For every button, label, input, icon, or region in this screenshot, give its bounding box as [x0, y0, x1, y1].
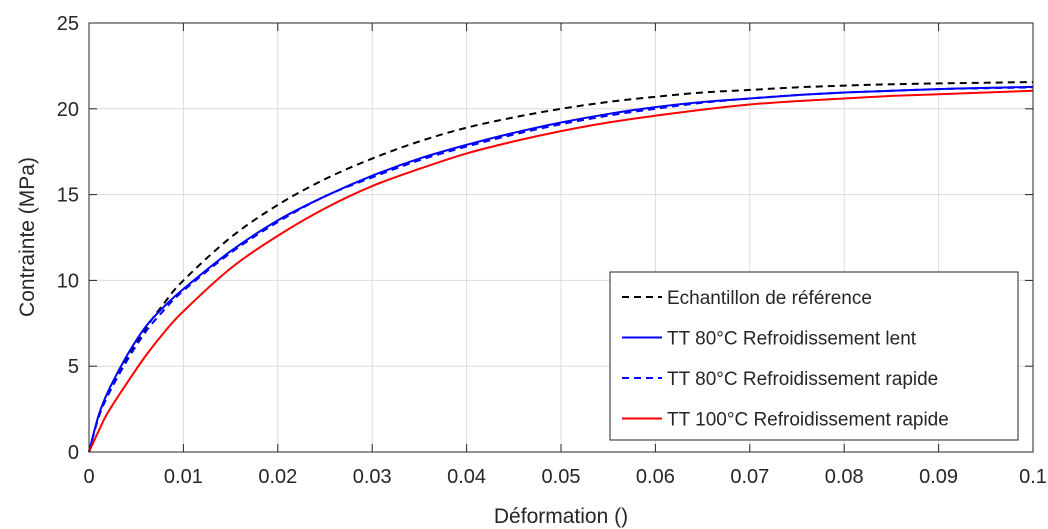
x-axis-label: Déformation () [494, 505, 628, 528]
x-tick-label: 0.06 [636, 466, 675, 488]
y-tick-label: 25 [57, 13, 79, 35]
y-axis-label: Contrainte (MPa) [16, 157, 39, 317]
x-tick-label: 0.04 [447, 466, 486, 488]
x-tick-label: 0.05 [542, 466, 581, 488]
x-tick-label: 0 [83, 466, 94, 488]
series-line-1 [88, 81, 1034, 453]
series-line-3 [88, 86, 1034, 453]
x-tick-label: 0.08 [825, 466, 864, 488]
x-tick-label: 0.07 [730, 466, 769, 488]
x-tick-label: 0.09 [919, 466, 958, 488]
legend-label: TT 80°C Refroidissement rapide [667, 369, 938, 390]
x-tick-label: 0.01 [164, 466, 203, 488]
series-line-4 [88, 89, 1034, 453]
x-tick-label: 0.03 [353, 466, 392, 488]
y-tick-label: 5 [68, 356, 79, 378]
legend-label: Echantillon de référence [667, 288, 872, 309]
y-tick-labels: 0 5 10 15 20 25 [57, 13, 79, 464]
y-tick-label: 15 [57, 185, 79, 207]
legend-box [609, 271, 1019, 441]
legend: Echantillon de référence TT 80°C Refroidi… [609, 271, 1019, 441]
legend-label: TT 100°C Refroidissement rapide [667, 410, 949, 431]
axis-ticks [88, 22, 1034, 453]
x-tick-label: 0.02 [258, 466, 297, 488]
x-tick-label: 0.1 [1019, 466, 1047, 488]
y-tick-label: 10 [57, 270, 79, 292]
data-series [88, 81, 1034, 453]
y-tick-label: 20 [57, 99, 79, 121]
plot-frame [88, 22, 1034, 453]
x-tick-labels: 0 0.01 0.02 0.03 0.04 0.05 0.06 0.07 0.08 0.09 0.1 [83, 466, 1046, 488]
legend-label: TT 80°C Refroidissement lent [667, 329, 917, 350]
y-tick-label: 0 [68, 442, 79, 464]
